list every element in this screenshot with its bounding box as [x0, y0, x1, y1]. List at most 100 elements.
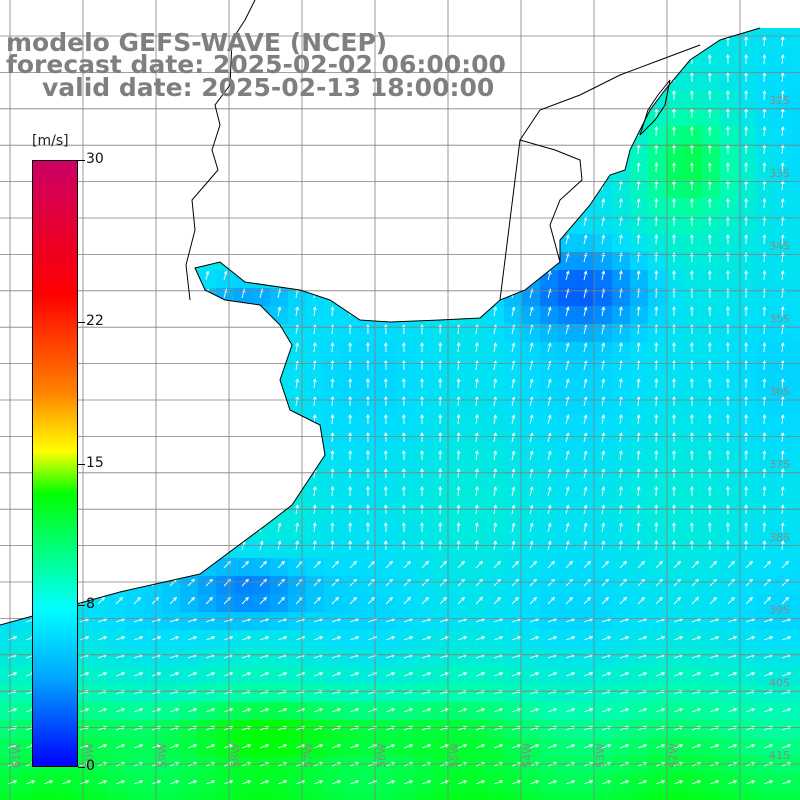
wind-cell: [612, 360, 631, 379]
wind-cell: [0, 270, 19, 289]
wind-cell: [738, 126, 757, 145]
wind-arrow: [277, 414, 282, 425]
wind-arrow: [295, 108, 300, 119]
wind-cell: [594, 306, 613, 325]
wind-cell: [126, 486, 145, 505]
wind-arrow: [493, 36, 498, 47]
wind-cell: [234, 468, 253, 487]
wind-arrow: [77, 522, 82, 533]
wind-arrow: [95, 180, 100, 191]
wind-cell: [738, 504, 757, 523]
wind-arrow: [636, 306, 641, 317]
wind-arrow: [511, 72, 516, 83]
wind-cell: [306, 0, 325, 19]
wind-cell: [792, 28, 800, 37]
wind-cell: [648, 144, 667, 163]
wind-cell: [666, 108, 685, 127]
wind-arrow: [187, 560, 195, 569]
wind-cell: [306, 126, 325, 145]
wind-cell: [180, 414, 199, 433]
wind-cell: [252, 0, 271, 19]
wind-cell: [738, 450, 757, 469]
wind-arrow: [672, 90, 676, 101]
wind-cell: [594, 450, 613, 469]
wind-arrow: [493, 180, 498, 191]
wind-cell: [468, 396, 487, 415]
wind-arrow: [744, 216, 749, 227]
wind-arrow: [584, 1, 587, 10]
wind-cell: [342, 306, 361, 325]
wind-arrow: [24, 198, 29, 209]
wind-arrow: [744, 72, 749, 83]
wind-cell: [630, 234, 649, 253]
wind-cell: [576, 72, 595, 91]
wind-cell: [216, 360, 235, 379]
wind-cell: [576, 234, 595, 253]
wind-cell: [90, 270, 109, 289]
wind-cell: [792, 252, 800, 271]
wind-cell: [378, 540, 397, 559]
wind-arrow: [150, 288, 155, 299]
wind-cell: [738, 108, 757, 127]
wind-cell: [252, 360, 271, 379]
wind-arrow: [24, 342, 29, 353]
wind-arrow: [529, 198, 534, 209]
wind-arrow: [401, 36, 406, 47]
wind-cell: [396, 28, 415, 37]
wind-arrow: [277, 126, 282, 137]
wind-cell: [144, 270, 163, 289]
wind-cell: [774, 36, 793, 55]
wind-arrow: [456, 144, 461, 155]
wind-arrow: [277, 342, 282, 353]
wind-arrow: [530, 1, 533, 10]
wind-arrow: [241, 324, 246, 335]
wind-arrow: [187, 180, 192, 191]
wind-arrow: [565, 378, 570, 389]
wind-cell: [612, 522, 631, 541]
wind-cell: [792, 288, 800, 307]
wind-cell: [396, 504, 415, 523]
wind-cell: [486, 28, 505, 37]
wind-cell: [486, 396, 505, 415]
wind-arrow: [77, 126, 82, 137]
wind-arrow: [689, 360, 694, 371]
wind-arrow: [7, 578, 15, 587]
wind-arrow: [583, 126, 588, 137]
wind-cell: [0, 522, 19, 541]
wind-cell: [270, 792, 289, 800]
wind-arrow: [493, 378, 498, 389]
wind-cell: [306, 306, 325, 325]
wind-cell: [630, 288, 649, 307]
wind-cell: [612, 378, 631, 397]
wind-cell: [234, 378, 253, 397]
wind-cell: [774, 198, 793, 217]
wind-arrow: [115, 560, 123, 569]
wind-cell: [396, 0, 415, 19]
wind-arrow: [636, 234, 641, 245]
wind-cell: [324, 792, 343, 800]
wind-arrow: [601, 28, 605, 29]
wind-cell: [252, 198, 271, 217]
wind-arrow: [672, 270, 676, 281]
wind-cell: [684, 252, 703, 271]
wind-cell: [756, 486, 775, 505]
wind-cell: [558, 486, 577, 505]
wind-cell: [576, 378, 595, 397]
wind-cell: [108, 198, 127, 217]
wind-arrow: [456, 288, 461, 299]
wind-cell: [468, 378, 487, 397]
wind-cell: [342, 0, 361, 19]
wind-cell: [90, 234, 109, 253]
wind-cell: [558, 522, 577, 541]
wind-cell: [324, 414, 343, 433]
wind-cell: [630, 540, 649, 559]
wind-arrow: [689, 216, 694, 227]
wind-arrow: [565, 180, 570, 191]
wind-cell: [288, 162, 307, 181]
wind-arrow: [474, 216, 479, 227]
wind-arrow: [312, 180, 317, 191]
wind-arrow: [601, 72, 606, 83]
wind-arrow: [547, 342, 552, 353]
wind-cell: [774, 522, 793, 541]
wind-arrow: [277, 306, 282, 317]
